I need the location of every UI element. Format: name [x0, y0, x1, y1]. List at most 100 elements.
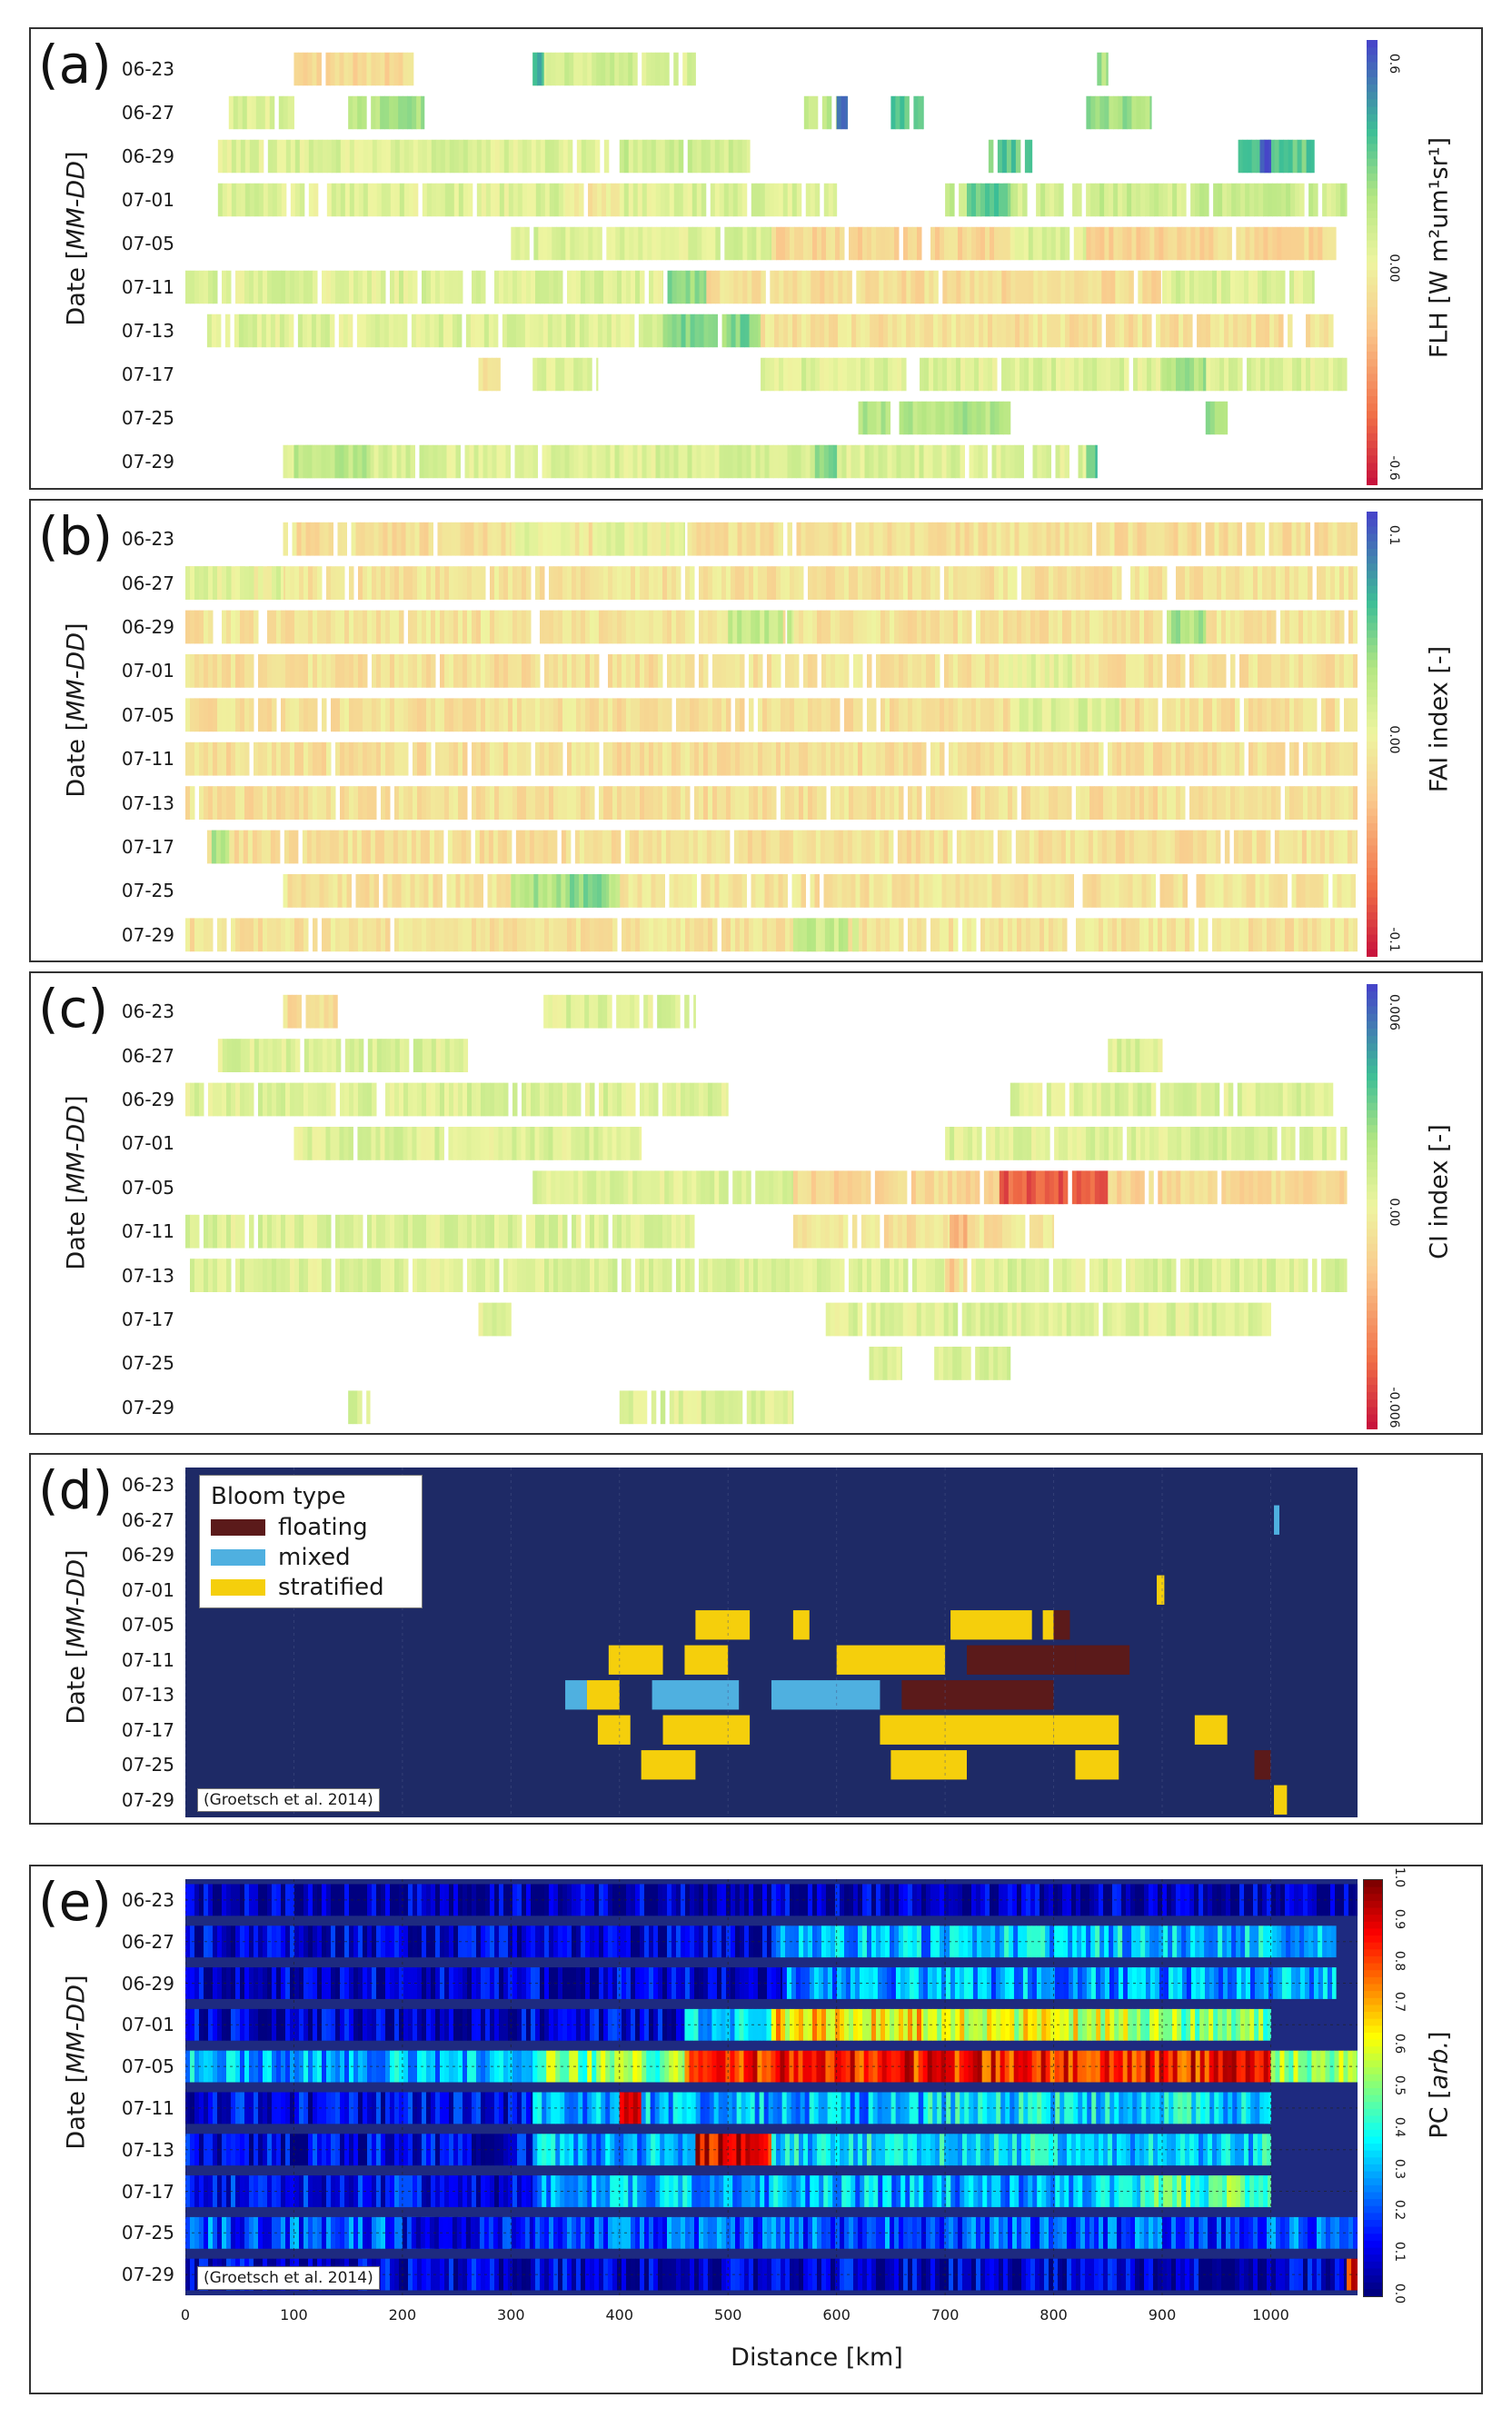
cell-06-29: [567, 139, 573, 174]
cell-06-29: [1015, 139, 1021, 174]
cell-07-25: [932, 874, 938, 908]
cell-06-29: [235, 1082, 241, 1117]
cell-07-01: [240, 654, 245, 688]
colorbar-step: [1367, 359, 1378, 368]
cell-07-01: [457, 1127, 463, 1160]
cell-07-11: [426, 741, 432, 776]
cell-06-27: [263, 566, 268, 600]
cell-07-01: [1353, 654, 1358, 688]
cell-07-01: [1004, 1127, 1010, 1160]
cell-07-17: [847, 830, 853, 864]
cell-06-23: [683, 522, 685, 556]
cell-07-05: [481, 698, 486, 732]
cell-07-13: [930, 786, 936, 820]
cell-07-11: [526, 1214, 532, 1249]
cell-06-23: [614, 52, 620, 86]
cell-07-11: [894, 741, 900, 776]
cell-07-13: [363, 786, 368, 820]
cell-07-01: [535, 183, 542, 217]
cell-06-23: [369, 522, 374, 556]
cell-07-25: [579, 874, 584, 908]
cell-06-23: [656, 522, 662, 556]
cell-07-11: [974, 1214, 980, 1249]
cell-07-05: [1117, 1170, 1122, 1205]
cell-06-23: [312, 52, 317, 86]
cell-07-17: [573, 357, 579, 392]
cell-06-27: [1262, 566, 1268, 600]
cell-07-25: [982, 874, 988, 908]
cell-07-11: [908, 741, 913, 776]
cell-07-11: [303, 741, 309, 776]
cell-07-29: [1276, 918, 1281, 952]
cell-06-27: [935, 566, 940, 600]
cell-06-29: [1030, 610, 1036, 644]
cell-07-05: [1046, 226, 1052, 261]
cell-07-11: [858, 741, 863, 776]
cell-06-27: [808, 566, 813, 600]
cell-07-17: [532, 357, 538, 392]
cell-07-11: [522, 741, 527, 776]
cell-07-01: [1339, 654, 1345, 688]
cell-07-05: [908, 698, 913, 732]
cell-06-29: [385, 610, 391, 644]
cell-06-23: [353, 52, 358, 86]
cell-07-29: [535, 918, 541, 952]
cell-07-11: [390, 1214, 395, 1249]
cell-06-29: [417, 610, 423, 644]
cell-07-01: [403, 183, 410, 217]
cell-07-05: [723, 1170, 729, 1205]
cell-07-01: [584, 1127, 590, 1160]
colorbar-step: [1367, 563, 1378, 572]
cell-06-23: [1187, 522, 1192, 556]
cell-07-01: [1298, 654, 1304, 688]
cell-06-23: [403, 52, 408, 86]
cell-06-27: [244, 566, 250, 600]
cell-07-01: [1294, 654, 1299, 688]
cell-07-05: [1236, 226, 1241, 261]
cell-07-05: [697, 226, 702, 261]
cell-07-13: [1201, 313, 1207, 348]
cell-07-01: [876, 654, 881, 688]
cell-07-01: [1227, 183, 1232, 217]
cell-07-11: [1180, 741, 1186, 776]
cell-06-29: [385, 139, 392, 174]
cell-07-17: [1097, 830, 1103, 864]
cell-07-05: [844, 698, 850, 732]
cell-06-29: [1278, 1082, 1284, 1117]
cell-07-25: [1164, 874, 1169, 908]
cell-07-17: [1210, 830, 1217, 864]
cell-07-05: [1208, 1170, 1213, 1205]
cell-06-29: [276, 610, 282, 644]
cell-07-17: [638, 830, 644, 864]
cell-07-05: [1117, 698, 1122, 732]
cell-07-17: [1265, 357, 1270, 392]
cell-07-17: [920, 830, 926, 864]
cell-07-11: [738, 270, 743, 304]
cell-06-29: [276, 139, 283, 174]
cell-07-05: [540, 698, 545, 732]
cell-07-25: [1010, 874, 1015, 908]
cell-06-27: [908, 566, 913, 600]
cell-07-29: [344, 918, 350, 952]
cell-07-11: [1071, 741, 1077, 776]
cell-07-05: [1330, 698, 1336, 732]
cell-07-13: [235, 1259, 241, 1292]
cell-06-29: [712, 1082, 718, 1117]
cell-07-13: [1285, 786, 1290, 820]
cell-06-27: [258, 1039, 264, 1072]
cell-06-29: [249, 139, 255, 174]
cell-07-13: [1306, 313, 1311, 348]
cell-06-23: [1223, 522, 1228, 556]
cell-07-13: [240, 1259, 245, 1292]
cell-07-01: [764, 183, 771, 217]
cell-07-17: [520, 830, 526, 864]
colorbar-step: [1367, 548, 1378, 557]
cell-07-13: [520, 313, 526, 348]
cell-07-29: [682, 444, 688, 479]
cell-07-17: [1260, 830, 1267, 864]
cell-07-29: [1303, 918, 1308, 952]
cell-06-23: [1087, 522, 1092, 556]
cell-07-13: [222, 786, 227, 820]
cell-07-11: [1353, 741, 1358, 776]
cell-07-05: [1298, 1170, 1304, 1205]
